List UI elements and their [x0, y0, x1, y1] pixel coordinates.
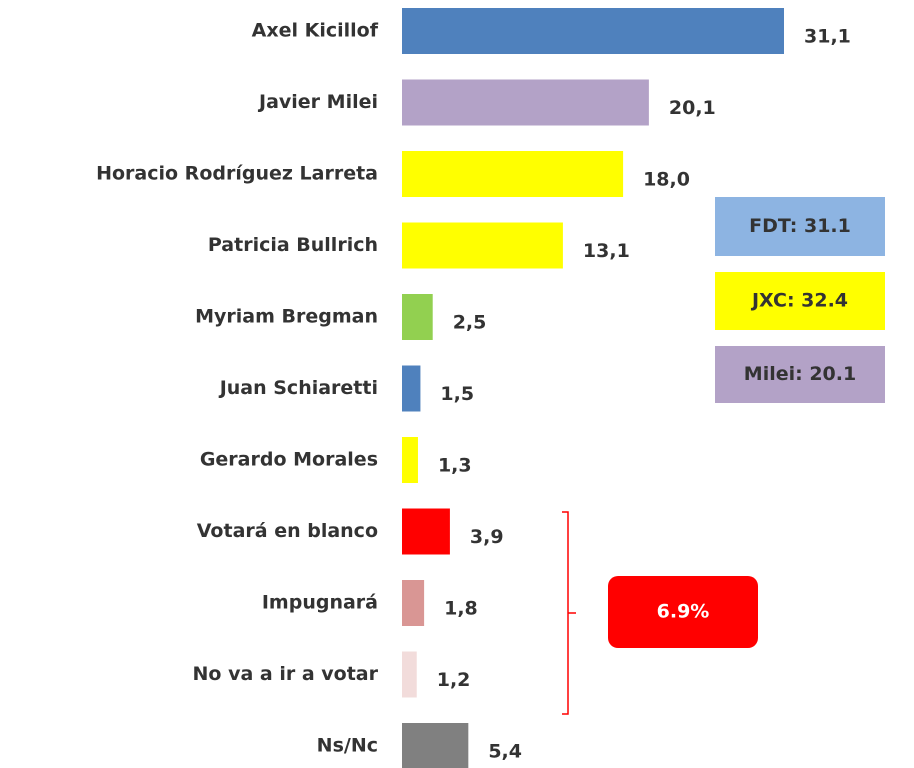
category-label: Ns/Nc — [317, 735, 378, 757]
annotation-box — [715, 197, 885, 256]
value-label: 5,4 — [488, 741, 522, 763]
bar — [402, 437, 418, 483]
annotation-text: 6.9% — [657, 601, 710, 623]
category-label: Javier Milei — [257, 91, 378, 113]
annotation-text: FDT: 31.1 — [749, 215, 851, 237]
annotation-text: Milei: 20.1 — [744, 363, 856, 385]
value-label: 13,1 — [583, 240, 630, 262]
category-label: Axel Kicillof — [252, 20, 379, 42]
category-label: No va a ir a votar — [193, 663, 379, 685]
value-label: 1,8 — [444, 598, 478, 620]
category-label: Impugnará — [262, 592, 378, 614]
bar — [402, 79, 649, 126]
bar — [402, 222, 563, 269]
value-label: 2,5 — [453, 312, 487, 334]
category-label: Patricia Bullrich — [208, 234, 378, 256]
value-label: 31,1 — [804, 26, 851, 48]
bar — [402, 723, 469, 768]
value-label: 1,2 — [437, 669, 471, 691]
bar — [402, 508, 450, 555]
category-label: Juan Schiaretti — [218, 377, 378, 399]
annotation-box — [608, 576, 758, 648]
category-label: Myriam Bregman — [195, 306, 378, 328]
bar — [402, 580, 425, 626]
bar — [402, 8, 784, 54]
bracket — [562, 511, 576, 715]
value-label: 18,0 — [643, 169, 690, 191]
bar — [402, 294, 433, 340]
bar — [402, 365, 421, 412]
value-label: 20,1 — [669, 97, 716, 119]
annotation-box — [715, 346, 885, 403]
category-label: Horacio Rodríguez Larreta — [96, 163, 378, 185]
category-label: Votará en blanco — [197, 520, 378, 542]
annotation-text: JXC: 32.4 — [750, 290, 848, 312]
annotation-box — [715, 272, 885, 330]
value-label: 1,5 — [440, 383, 474, 405]
value-label: 3,9 — [470, 526, 504, 548]
value-label: 1,3 — [438, 455, 472, 477]
bar — [402, 151, 624, 197]
category-label: Gerardo Morales — [200, 449, 378, 471]
bar — [402, 651, 417, 698]
